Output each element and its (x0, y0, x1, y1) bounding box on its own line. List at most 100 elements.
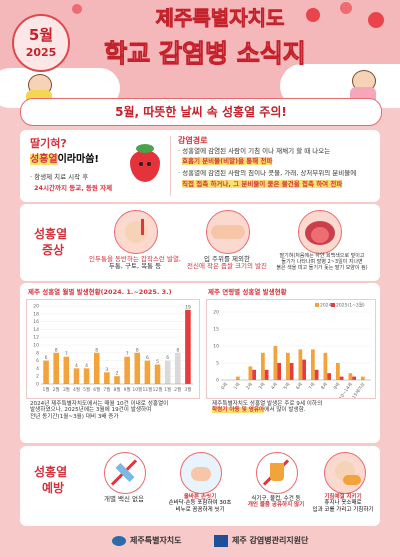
route-line3: · 성홍열에 감염된 사람의 침이나 콧물, 가래, 상처부위의 분비물에 (178, 170, 357, 177)
bar (361, 376, 365, 380)
bar (124, 356, 130, 384)
x-tick-label: 1월 (43, 386, 50, 393)
y-tick-label: 12 (33, 335, 39, 341)
symptoms-card: 성홍열 증상 인두통을 동반하는 갑작스런 발열, 두통, 구토, 복통 등 입 … (20, 204, 380, 281)
legend-swatch (331, 303, 335, 307)
intro-note1: · 항생제 치료 시작 후 (30, 173, 89, 181)
x-tick-label: 10월 (132, 386, 142, 393)
bar (252, 369, 256, 380)
left-chart-title: 제주 성홍열 월별 발생현황(2024. 1.~2025. 3.) (28, 288, 172, 296)
prevention-4-text: 기침예절 지키기 휴지나 옷소매로 입과 코를 가리고 기침하기 (312, 494, 374, 513)
bar (323, 352, 328, 380)
fever-child-icon (114, 210, 158, 254)
prevention-heading-line1: 성홍열 (34, 465, 68, 479)
bar (63, 356, 70, 384)
data-label: 2 (116, 371, 119, 377)
footer-org1: 제주특별자치도 (130, 536, 182, 545)
intro-note2: 24시간까지 등교, 등원 자제 (34, 184, 113, 192)
child-illustration-right (344, 70, 380, 100)
data-label: 8 (176, 347, 179, 353)
legend-label: 2025(1~3월) (336, 302, 365, 309)
symptoms-heading-line2: 증상 (42, 243, 65, 257)
y-tick-label: 0 (216, 378, 219, 384)
intro-answer: 성홍열이라마씀! (30, 154, 99, 166)
x-tick-label: 2월 (53, 386, 60, 393)
y-tick-label: 8 (36, 350, 39, 356)
symptom-2-text: 입 주위를 제외한 전신에 작은 좁쌀 크기의 발진 (186, 255, 268, 271)
y-tick-label: 14 (33, 327, 39, 333)
intro-answer-rest: 이라마씀! (57, 154, 99, 165)
x-tick-label: 7월 (103, 386, 110, 393)
bar (264, 369, 269, 380)
x-tick-label: 0세 (219, 381, 229, 391)
prevention-2-text: 올바른 손씻기 손바닥·손등 포함하여 30초 비누로 꼼꼼하게 씻기 (168, 494, 232, 513)
flower-decoration (300, 2, 390, 52)
x-tick-label: 1세 (232, 381, 242, 391)
bar (93, 352, 100, 384)
x-tick-label: 4월 (73, 386, 80, 393)
y-tick-label: 20 (33, 304, 39, 310)
bar (248, 366, 253, 380)
x-tick-label: 3월 (184, 386, 191, 393)
no-sharing-cup-icon (256, 452, 298, 494)
data-label: 6 (45, 355, 48, 361)
bar (164, 360, 171, 384)
prevention-card: 성홍열 예방 개별 백신 없음 올바른 손씻기 손바닥·손등 포함하여 30초 비누… (20, 446, 380, 526)
cough-etiquette-icon (324, 452, 366, 494)
y-tick-label: 10 (33, 343, 39, 349)
data-label: 8 (95, 347, 98, 353)
bar (261, 352, 265, 380)
intro-card: 딸기혀? 성홍열이라마씀! · 항생제 치료 시작 후 24시간까지 등교, 등… (20, 130, 380, 202)
route-line4: 직접 접촉 하거나, 그 분비물이 묻은 물건을 접촉 하여 전파 (182, 180, 343, 188)
data-label: 7 (65, 351, 68, 357)
data-label: 5 (156, 359, 159, 365)
x-tick-label: 8월 (113, 386, 120, 393)
divider (170, 136, 171, 196)
x-tick-label: 3월 (63, 386, 70, 393)
symptom-3-text: 딸기혀(처음에는 하얀 회백색으로 덮이고 돌기가 나타나며 발병 2~3일이 지… (276, 253, 368, 271)
x-tick-label: 15세이상 (350, 381, 366, 398)
y-tick-label: 10 (213, 344, 219, 350)
right-chart-note: 제주특별자치도 성홍열 발생은 주로 9세 이하의 학령기 아동 및 영유아에서… (212, 401, 323, 414)
route-line2: 호흡기 분비물(비말)을 통해 전파 (182, 157, 273, 165)
route-line1: · 성홍열에 감염된 사람이 기침 이나 재채기 할 때 나오는 (178, 147, 331, 155)
bar (289, 363, 294, 380)
legend-swatch (315, 303, 319, 307)
x-tick-label: 2월 (174, 386, 181, 393)
page-title-line2: 학교 감염병 소식지 (104, 39, 306, 68)
page-title-line1: 제주특별자치도 (155, 6, 285, 30)
bar (134, 352, 141, 384)
child-illustration-left (22, 74, 56, 102)
y-tick-label: 0 (36, 382, 39, 388)
x-tick-label: 6세 (294, 381, 304, 391)
bar (175, 352, 181, 384)
x-tick-label: 3세 (257, 381, 267, 391)
data-label: 19 (185, 304, 191, 310)
bar (236, 376, 240, 380)
data-label: 3 (105, 367, 108, 373)
year-label: 2025 (25, 46, 57, 59)
bar (327, 373, 331, 380)
month-label: 5월 (28, 26, 54, 44)
left-chart-box: 0 2 4 6 8 10 12 14 16 18 20 6 1월 8 2월 7 3월 4 4월 4 5월 8 6월 3 7월 2 8… (26, 299, 200, 399)
data-label: 8 (136, 347, 139, 353)
x-tick-label: 9세 (332, 381, 342, 391)
bar (154, 364, 161, 384)
bar (144, 360, 151, 384)
y-tick-label: 15 (213, 327, 219, 333)
jcdc-logo-icon (214, 535, 228, 547)
bar (286, 352, 290, 380)
bar (43, 360, 49, 384)
bar (339, 376, 344, 380)
y-tick-label: 2 (36, 374, 39, 380)
x-tick-label: 5세 (282, 381, 292, 391)
flower-decoration (0, 0, 90, 20)
y-tick-label: 5 (216, 361, 219, 367)
data-label: 4 (85, 363, 88, 369)
bar (53, 352, 59, 384)
data-label: 8 (55, 347, 58, 353)
bar (114, 376, 120, 384)
x-tick-label: 4세 (269, 381, 279, 391)
